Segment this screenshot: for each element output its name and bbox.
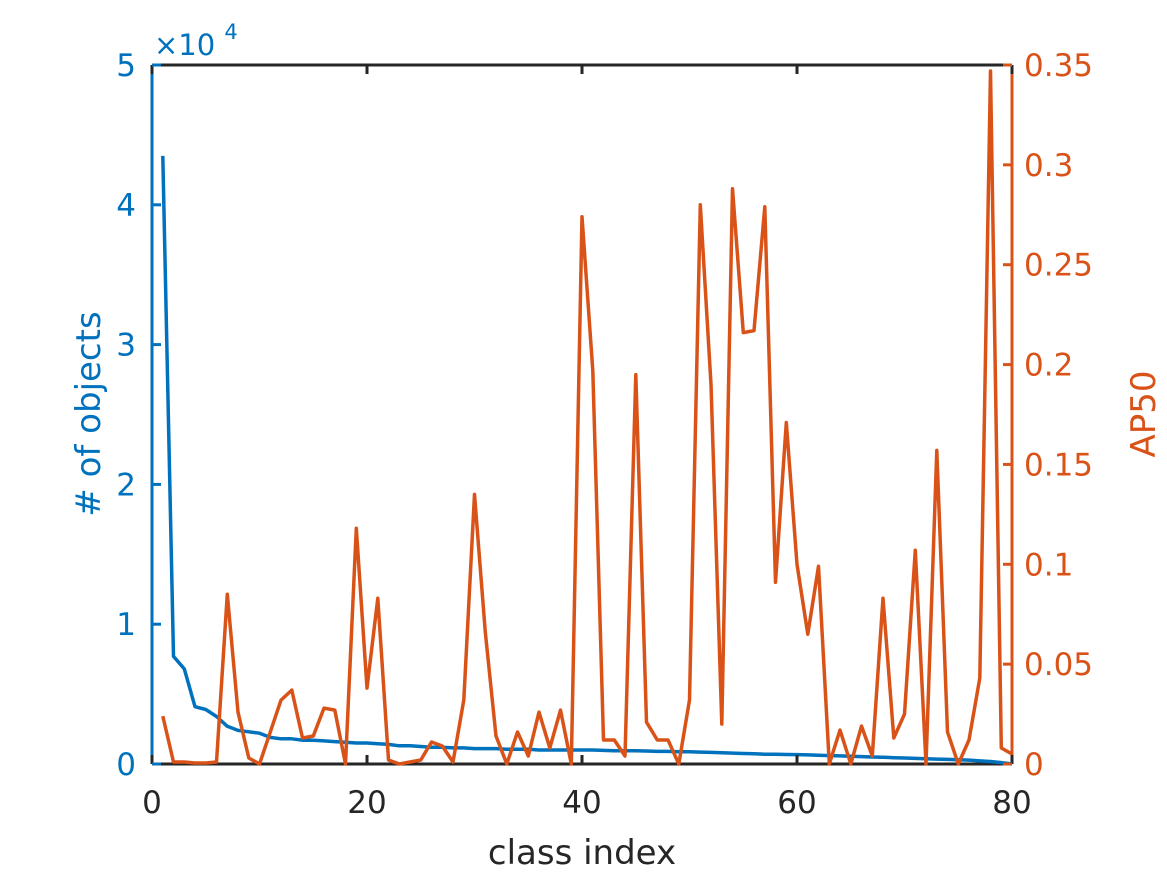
series-line-objects (161, 155, 1013, 766)
series-layer (161, 69, 1013, 766)
left-y-tick-label: 2 (116, 467, 136, 503)
x-tick-label: 80 (992, 785, 1031, 821)
x-axis-title: class index (488, 833, 676, 873)
right-axis-title: AP50 (1124, 370, 1164, 457)
series-line-ap50 (161, 69, 1013, 766)
left-y-tick-label: 0 (116, 747, 136, 783)
right-y-tick-label: 0.25 (1024, 248, 1093, 284)
multiplier-base: ×10 (154, 28, 215, 62)
right-y-tick-label: 0.05 (1024, 647, 1093, 683)
left-y-tick-label: 3 (116, 328, 136, 364)
left-axis-title: # of objects (69, 311, 109, 516)
right-y-tick-label: 0.2 (1024, 348, 1073, 384)
left-axis-multiplier: ×10 4 (154, 20, 238, 62)
tick-layer: 0 20 40 60 8001234500.050.10.150.20.250.30.3… (116, 48, 1093, 821)
x-tick-label: 40 (562, 785, 601, 821)
x-tick-label: 20 (347, 785, 386, 821)
right-y-tick-label: 0.3 (1024, 148, 1073, 184)
right-y-tick-label: 0.15 (1024, 447, 1093, 483)
axes-frame (150, 63, 1014, 766)
left-y-tick-label: 1 (116, 607, 136, 643)
multiplier-exponent: 4 (224, 20, 237, 44)
left-y-tick-label: 5 (116, 48, 136, 84)
x-tick-label: 60 (777, 785, 816, 821)
left-y-tick-label: 4 (116, 188, 136, 224)
right-y-tick-label: 0 (1024, 747, 1044, 783)
x-tick-label: 0 (142, 785, 162, 821)
right-y-tick-label: 0.1 (1024, 547, 1073, 583)
right-y-tick-label: 0.35 (1024, 48, 1093, 84)
